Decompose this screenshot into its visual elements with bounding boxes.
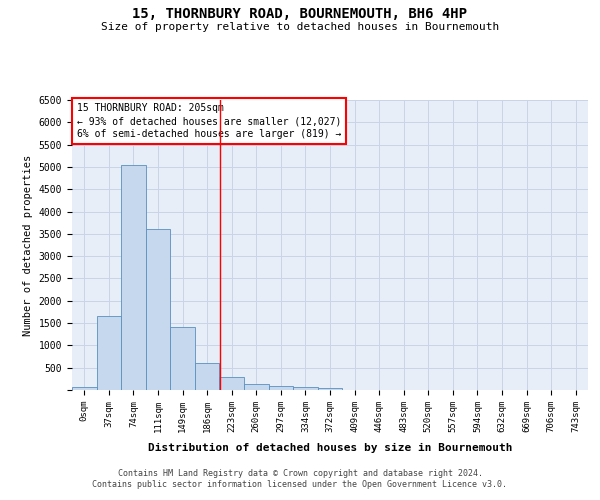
Text: Size of property relative to detached houses in Bournemouth: Size of property relative to detached ho… <box>101 22 499 32</box>
Y-axis label: Number of detached properties: Number of detached properties <box>23 154 33 336</box>
Bar <box>170 326 195 390</box>
Text: 15 THORNBURY ROAD: 205sqm
← 93% of detached houses are smaller (12,027)
6% of se: 15 THORNBURY ROAD: 205sqm ← 93% of detac… <box>77 103 341 140</box>
Bar <box>146 230 170 390</box>
Bar <box>195 363 220 390</box>
Bar <box>244 384 269 390</box>
Text: 15, THORNBURY ROAD, BOURNEMOUTH, BH6 4HP: 15, THORNBURY ROAD, BOURNEMOUTH, BH6 4HP <box>133 8 467 22</box>
Bar <box>97 316 121 390</box>
Bar <box>220 377 244 390</box>
Text: Distribution of detached houses by size in Bournemouth: Distribution of detached houses by size … <box>148 442 512 452</box>
Bar <box>293 386 318 390</box>
Bar <box>121 164 146 390</box>
Bar <box>318 388 342 390</box>
Text: Contains public sector information licensed under the Open Government Licence v3: Contains public sector information licen… <box>92 480 508 489</box>
Bar <box>72 386 97 390</box>
Bar <box>269 386 293 390</box>
Text: Contains HM Land Registry data © Crown copyright and database right 2024.: Contains HM Land Registry data © Crown c… <box>118 468 482 477</box>
